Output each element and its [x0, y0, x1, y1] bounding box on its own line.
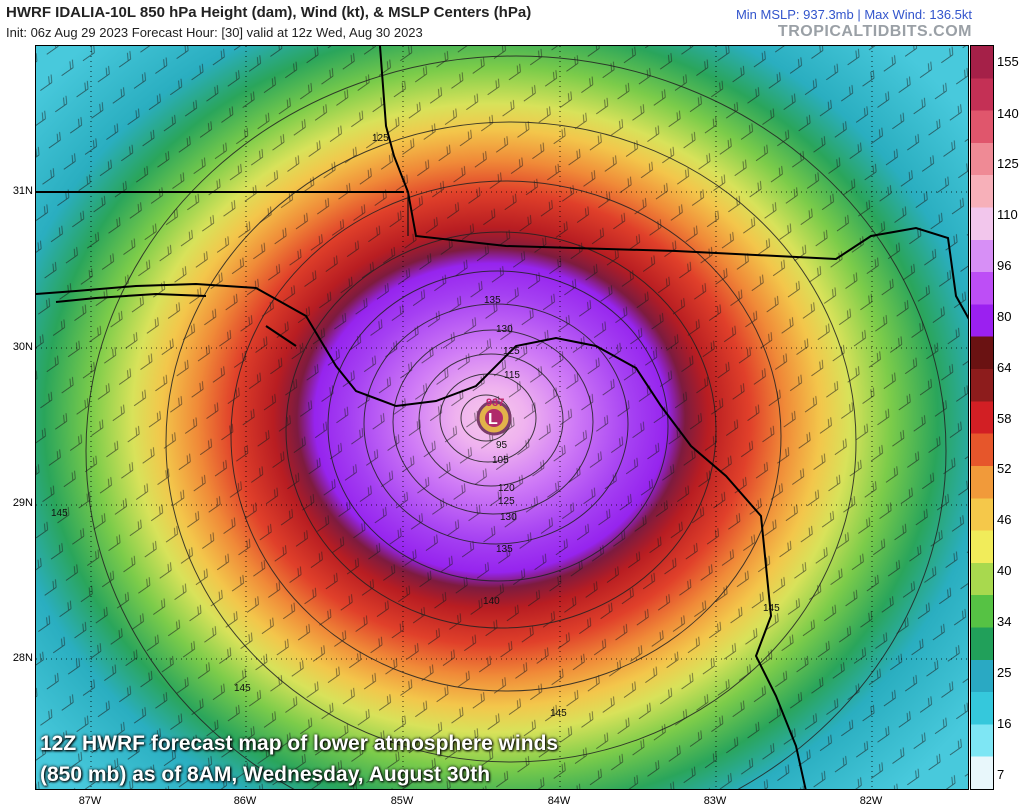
- colorbar-label: 16: [997, 716, 1012, 731]
- contour-label: 135: [484, 295, 501, 306]
- contour-label: 140: [483, 596, 500, 607]
- colorbar-label: 34: [997, 614, 1012, 629]
- contour-label: 135: [496, 544, 513, 555]
- colorbar-label: 96: [997, 258, 1012, 273]
- lon-label: 83W: [703, 795, 727, 807]
- wind-map: 125 135 130 125 115 L 95 105 120 125 130…: [35, 45, 969, 790]
- contour-label: 145: [51, 508, 68, 519]
- colorbar-label: 40: [997, 563, 1012, 578]
- contour-label: 125: [372, 133, 389, 144]
- contour-label: 130: [500, 512, 517, 523]
- lon-label: 85W: [390, 795, 414, 807]
- map-title: HWRF IDALIA-10L 850 hPa Height (dam), Wi…: [6, 4, 532, 21]
- colorbar-label: 110: [997, 207, 1018, 222]
- contour-label: 145: [763, 603, 780, 614]
- wind-map-graphic: 125 135 130 125 115 L 95 105 120 125 130…: [36, 46, 968, 789]
- lat-label: 28N: [12, 652, 33, 664]
- colorbar: [970, 45, 994, 790]
- colorbar-label: 46: [997, 512, 1012, 527]
- contour-label: 130: [496, 324, 513, 335]
- caption-line-2: (850 mb) as of 8AM, Wednesday, August 30…: [40, 763, 491, 786]
- coastline: [36, 46, 968, 789]
- colorbar-label: 64: [997, 360, 1012, 375]
- lat-label: 29N: [12, 497, 33, 509]
- contour-label: L: [498, 440, 503, 450]
- caption-line-1: 12Z HWRF forecast map of lower atmospher…: [40, 732, 559, 755]
- lon-label: 82W: [859, 795, 883, 807]
- storm-stats: Min MSLP: 937.3mb | Max Wind: 136.5kt: [735, 7, 972, 22]
- low-center-icon: L: [488, 411, 498, 428]
- colorbar-label: 25: [997, 665, 1012, 680]
- graticule: [36, 46, 968, 789]
- lat-label: 30N: [12, 341, 33, 353]
- colorbar-label: 140: [997, 106, 1019, 121]
- contour-label: 145: [550, 708, 567, 719]
- brand-watermark: TROPICALTIDBITS.COM: [777, 23, 972, 40]
- storm-center: 937 L: [476, 397, 512, 436]
- colorbar-label: 155: [997, 54, 1019, 69]
- colorbar-label: 7: [997, 767, 1005, 782]
- contour-label: 145: [234, 683, 251, 694]
- lat-label: 31N: [12, 185, 33, 197]
- contour-label: 105: [492, 455, 509, 466]
- caption: 12Z HWRF forecast map of lower atmospher…: [40, 728, 558, 790]
- height-contours: [85, 55, 947, 789]
- colorbar-label: 80: [997, 309, 1012, 324]
- lon-label: 86W: [233, 795, 257, 807]
- contour-label: 95: [496, 440, 508, 451]
- colorbar-label: 52: [997, 461, 1012, 476]
- contour-label-group: 125 135 130 125 115 L 95 105 120 125 130…: [51, 133, 780, 719]
- lon-label: 87W: [78, 795, 102, 807]
- center-pressure: 937: [486, 397, 504, 409]
- lon-label: 84W: [547, 795, 571, 807]
- init-info: Init: 06z Aug 29 2023 Forecast Hour: [30…: [6, 25, 423, 40]
- contour-label: 120: [498, 483, 515, 494]
- colorbar-label: 58: [997, 411, 1012, 426]
- contour-label: 115: [504, 370, 520, 381]
- contour-label: 125: [503, 346, 520, 357]
- colorbar-label: 125: [997, 156, 1019, 171]
- contour-label: 125: [498, 496, 515, 507]
